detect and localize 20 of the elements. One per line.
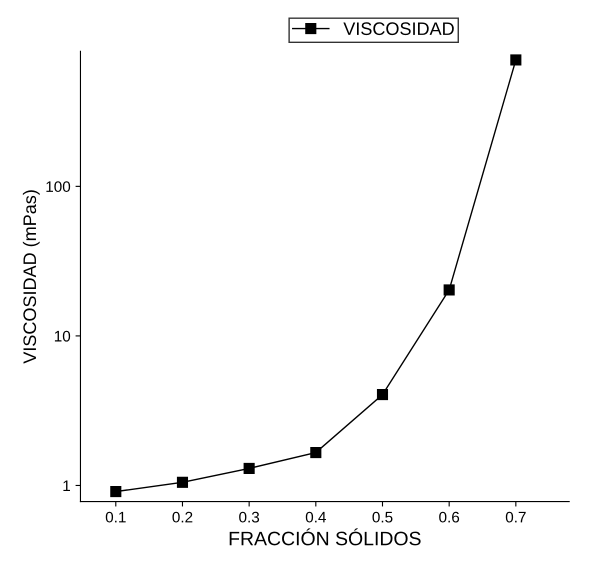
x-tick-label: 0.4: [306, 512, 326, 523]
point: [310, 446, 322, 458]
x-axis-title: FRACCIÓN SÓLIDOS: [230, 528, 421, 546]
y-axis-title: VISCOSIDAD (mPas): [22, 190, 40, 364]
legend-label: VISCOSIDAD: [343, 22, 454, 36]
x-tick-label: 0.6: [439, 512, 460, 523]
point: [244, 462, 255, 474]
y-tick-label: 10: [54, 330, 70, 342]
y-tick-label: 100: [46, 181, 70, 192]
x-tick-label: 0.7: [506, 512, 526, 523]
point: [176, 476, 188, 488]
point: [444, 284, 455, 296]
y-tick-label: 1: [63, 480, 70, 491]
x-tick-label: 0.5: [372, 512, 392, 523]
x-tick-label: 0.1: [106, 512, 126, 523]
x-tick-label: 0.3: [239, 512, 260, 523]
point: [110, 486, 122, 498]
x-tick-label: 0.2: [172, 512, 192, 523]
point: [510, 54, 522, 66]
point: [376, 389, 388, 400]
